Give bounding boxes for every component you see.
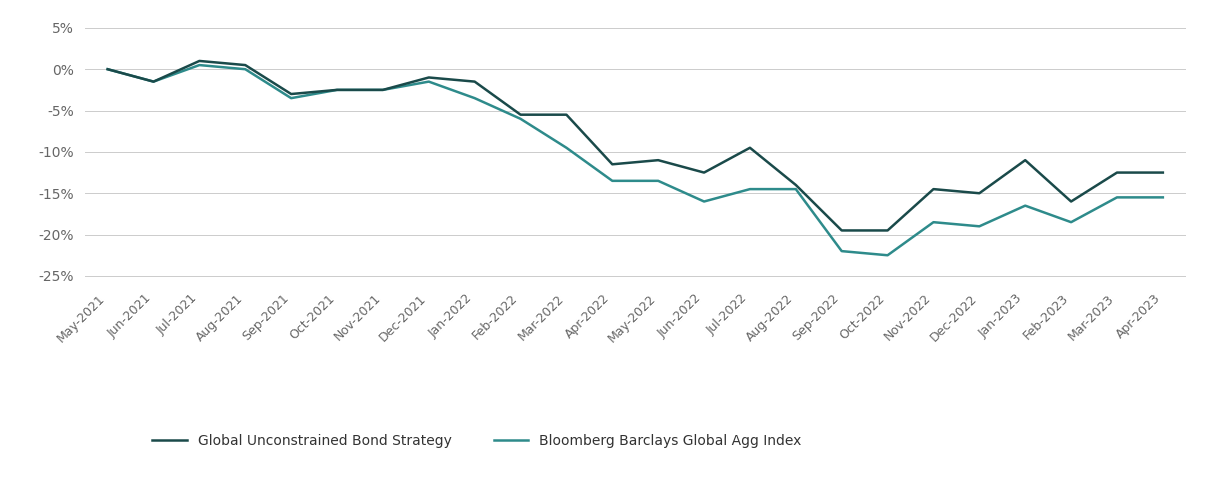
Bloomberg Barclays Global Agg Index	[697, 198, 711, 204]
Global Unconstrained Bond Strategy	[330, 87, 345, 93]
Global Unconstrained Bond Strategy	[375, 87, 390, 93]
Bloomberg Barclays Global Agg Index	[743, 186, 757, 192]
Legend: Global Unconstrained Bond Strategy, Bloomberg Barclays Global Agg Index: Global Unconstrained Bond Strategy, Bloo…	[146, 429, 807, 454]
Global Unconstrained Bond Strategy	[238, 62, 253, 68]
Bloomberg Barclays Global Agg Index	[605, 178, 620, 184]
Global Unconstrained Bond Strategy	[1156, 170, 1170, 175]
Global Unconstrained Bond Strategy	[1110, 170, 1124, 175]
Global Unconstrained Bond Strategy	[651, 157, 666, 163]
Bloomberg Barclays Global Agg Index	[284, 95, 299, 101]
Bloomberg Barclays Global Agg Index	[467, 95, 482, 101]
Bloomberg Barclays Global Agg Index	[192, 62, 207, 68]
Global Unconstrained Bond Strategy	[881, 227, 895, 233]
Global Unconstrained Bond Strategy	[605, 161, 620, 167]
Bloomberg Barclays Global Agg Index	[835, 248, 849, 254]
Bloomberg Barclays Global Agg Index	[1018, 203, 1032, 209]
Global Unconstrained Bond Strategy	[1064, 198, 1078, 204]
Bloomberg Barclays Global Agg Index	[513, 116, 528, 122]
Global Unconstrained Bond Strategy	[467, 79, 482, 85]
Bloomberg Barclays Global Agg Index	[651, 178, 666, 184]
Global Unconstrained Bond Strategy	[100, 66, 115, 72]
Bloomberg Barclays Global Agg Index	[1156, 195, 1170, 200]
Global Unconstrained Bond Strategy	[192, 58, 207, 64]
Bloomberg Barclays Global Agg Index	[238, 66, 253, 72]
Global Unconstrained Bond Strategy	[697, 170, 711, 175]
Bloomberg Barclays Global Agg Index	[421, 79, 436, 85]
Bloomberg Barclays Global Agg Index	[146, 79, 161, 85]
Global Unconstrained Bond Strategy	[559, 112, 574, 118]
Bloomberg Barclays Global Agg Index	[881, 252, 895, 258]
Bloomberg Barclays Global Agg Index	[559, 145, 574, 151]
Bloomberg Barclays Global Agg Index	[375, 87, 390, 93]
Bloomberg Barclays Global Agg Index	[972, 223, 986, 229]
Bloomberg Barclays Global Agg Index	[330, 87, 345, 93]
Bloomberg Barclays Global Agg Index	[1110, 195, 1124, 200]
Global Unconstrained Bond Strategy	[972, 190, 986, 196]
Global Unconstrained Bond Strategy	[789, 182, 803, 188]
Bloomberg Barclays Global Agg Index	[1064, 219, 1078, 225]
Global Unconstrained Bond Strategy	[1018, 157, 1032, 163]
Global Unconstrained Bond Strategy	[284, 91, 299, 97]
Bloomberg Barclays Global Agg Index	[789, 186, 803, 192]
Global Unconstrained Bond Strategy	[743, 145, 757, 151]
Global Unconstrained Bond Strategy	[926, 186, 940, 192]
Global Unconstrained Bond Strategy	[513, 112, 528, 118]
Global Unconstrained Bond Strategy	[835, 227, 849, 233]
Bloomberg Barclays Global Agg Index	[100, 66, 115, 72]
Global Unconstrained Bond Strategy	[421, 74, 436, 80]
Bloomberg Barclays Global Agg Index	[926, 219, 940, 225]
Line: Global Unconstrained Bond Strategy: Global Unconstrained Bond Strategy	[108, 61, 1163, 230]
Line: Bloomberg Barclays Global Agg Index: Bloomberg Barclays Global Agg Index	[108, 65, 1163, 255]
Global Unconstrained Bond Strategy	[146, 79, 161, 85]
